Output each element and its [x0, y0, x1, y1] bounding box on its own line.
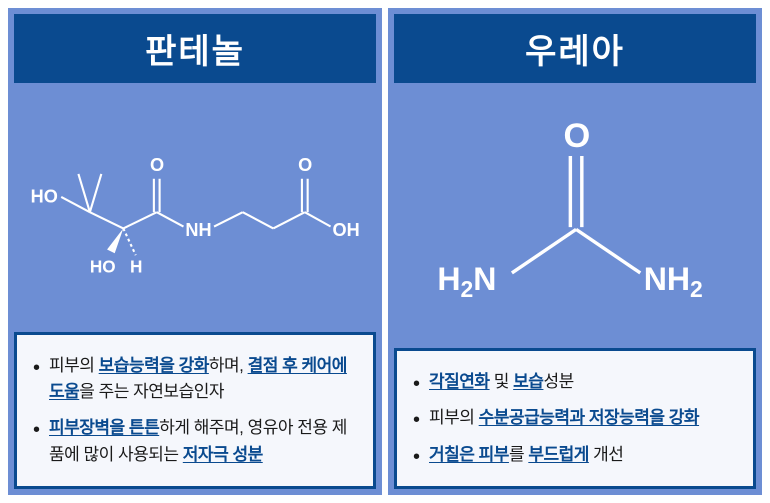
- emphasis-text: 피부장벽을 튼튼: [49, 418, 159, 437]
- card-urea: 우레아 O H2N NH2 각질연화 및 보습성분 피부의 수분공급능력과 저장…: [388, 8, 762, 495]
- chem-label: HO: [90, 256, 116, 276]
- card-header-urea: 우레아: [394, 14, 756, 83]
- chem-label: OH: [333, 220, 360, 240]
- emphasis-text: 저자극 성분: [183, 445, 263, 464]
- desc-box-urea: 각질연화 및 보습성분 피부의 수분공급능력과 저장능력을 강화 거칠은 피부를…: [394, 348, 756, 489]
- cards-container: 판테놀 HO HO H: [8, 8, 762, 495]
- chem-label: O: [564, 117, 591, 155]
- emphasis-text: 거칠은 피부: [429, 445, 509, 464]
- bullet-item: 피부의 보습능력을 강화하며, 결점 후 케어에 도움을 주는 자연보습인자: [31, 353, 357, 406]
- bullet-item: 피부장벽을 튼튼하게 해주며, 영유아 전용 제품에 많이 사용되는 저자극 성…: [31, 415, 357, 468]
- card-panthenol: 판테놀 HO HO H: [8, 8, 382, 495]
- emphasis-text: 보습: [513, 372, 543, 391]
- chem-label: O: [298, 155, 312, 175]
- emphasis-text: 보습능력을 강화: [99, 356, 209, 375]
- chem-label: NH2: [644, 261, 703, 302]
- emphasis-text: 각질연화: [429, 372, 490, 391]
- card-header-panthenol: 판테놀: [14, 14, 376, 83]
- bullet-list: 각질연화 및 보습성분 피부의 수분공급능력과 저장능력을 강화 거칠은 피부를…: [411, 369, 737, 468]
- chem-structure-urea: O H2N NH2: [394, 83, 756, 348]
- bullet-item: 각질연화 및 보습성분: [411, 369, 737, 395]
- chem-label: H2N: [437, 261, 496, 302]
- bullet-item: 거칠은 피부를 부드럽게 개선: [411, 442, 737, 468]
- chem-label: HO: [31, 187, 58, 207]
- chem-label: H: [130, 256, 142, 276]
- chem-structure-panthenol: HO HO H O: [14, 83, 376, 332]
- emphasis-text: 부드럽게: [528, 445, 589, 464]
- desc-box-panthenol: 피부의 보습능력을 강화하며, 결점 후 케어에 도움을 주는 자연보습인자 피…: [14, 332, 376, 489]
- chem-label: O: [150, 155, 164, 175]
- emphasis-text: 수분공급능력과 저장능력을 강화: [479, 408, 699, 427]
- bullet-item: 피부의 수분공급능력과 저장능력을 강화: [411, 405, 737, 431]
- bullet-list: 피부의 보습능력을 강화하며, 결점 후 케어에 도움을 주는 자연보습인자 피…: [31, 353, 357, 468]
- chem-label: NH: [185, 220, 211, 240]
